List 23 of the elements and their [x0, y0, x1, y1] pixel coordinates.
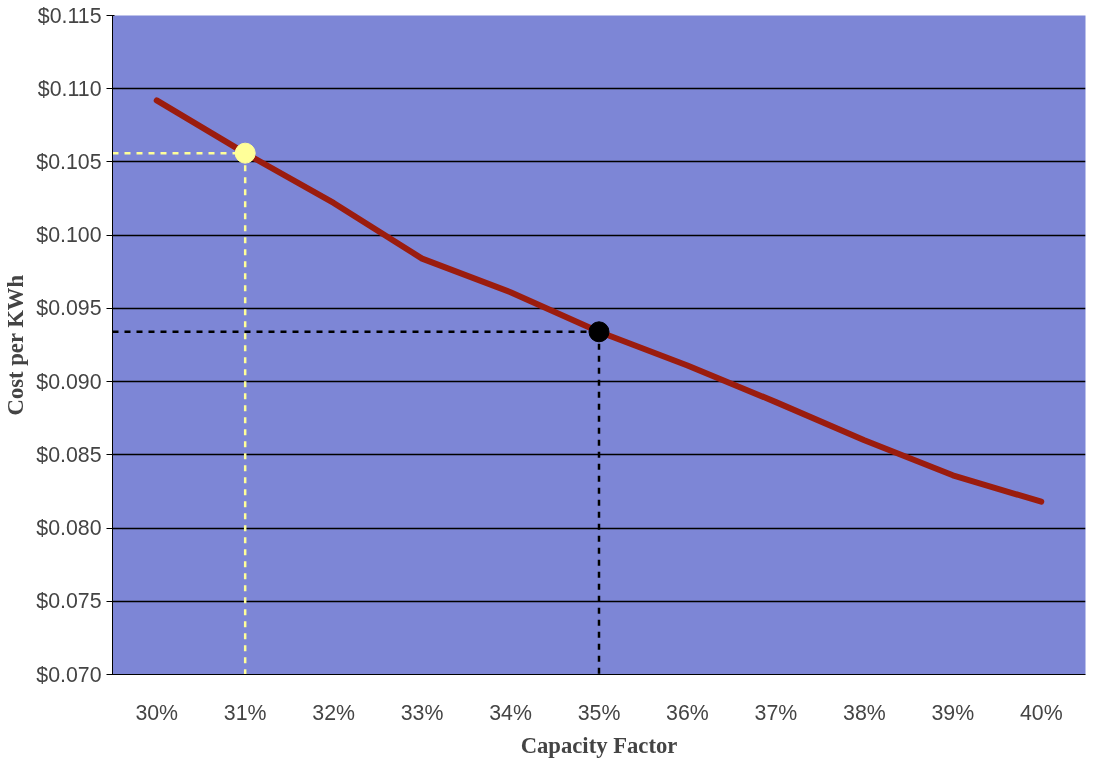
y-tick-label: $0.080 — [36, 516, 102, 541]
x-tick-label: 32% — [312, 700, 356, 725]
y-tick-label: $0.110 — [37, 76, 102, 101]
x-tick-label: 40% — [1019, 700, 1063, 725]
y-tick-label: $0.095 — [36, 296, 102, 321]
x-tick-label: 36% — [666, 700, 709, 725]
x-tick-label: 39% — [931, 700, 975, 725]
x-tick-label: 30% — [135, 700, 179, 725]
x-tick-label: 38% — [843, 700, 886, 725]
y-tick-label: $0.100 — [36, 223, 102, 248]
x-axis-title: Capacity Factor — [520, 732, 678, 758]
x-tick-label: 31% — [223, 700, 267, 725]
y-tick-label: $0.090 — [36, 369, 102, 394]
y-tick-label: $0.105 — [36, 149, 102, 174]
x-tick-label: 37% — [754, 700, 798, 725]
x-tick-label: 35% — [577, 700, 621, 725]
y-tick-label: $0.085 — [36, 442, 102, 467]
y-tick-label: $0.075 — [36, 589, 102, 614]
x-tick-label: 33% — [400, 700, 444, 725]
y-axis-title: Cost per KWh — [3, 274, 29, 416]
x-tick-label: 34% — [489, 700, 532, 725]
y-tick-label: $0.115 — [37, 3, 102, 28]
y-tick-label: $0.070 — [36, 662, 102, 687]
